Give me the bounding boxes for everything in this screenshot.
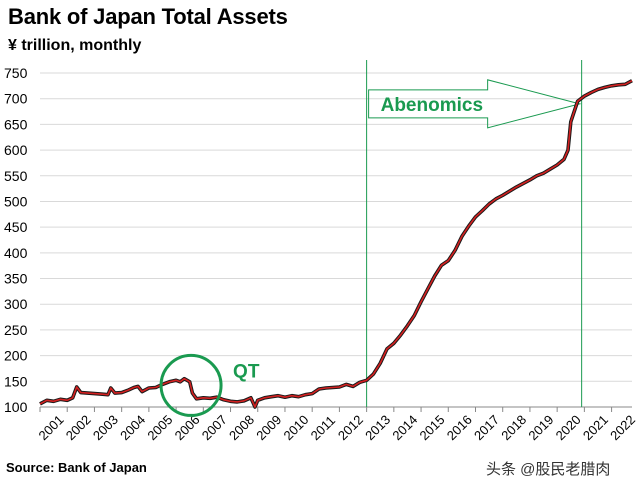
x-tick-label: 2018 bbox=[498, 412, 529, 443]
x-tick-label: 2014 bbox=[389, 412, 420, 443]
x-tick-label: 2001 bbox=[36, 412, 67, 443]
x-tick-label: 2017 bbox=[471, 412, 502, 443]
y-tick-label: 200 bbox=[4, 348, 28, 364]
x-tick-label: 2011 bbox=[308, 413, 338, 443]
y-tick-label: 500 bbox=[4, 193, 28, 209]
y-tick-label: 250 bbox=[4, 322, 28, 338]
chart-subtitle: ¥ trillion, monthly bbox=[8, 37, 142, 54]
y-tick-label: 650 bbox=[4, 116, 28, 132]
y-tick-label: 350 bbox=[4, 271, 28, 287]
x-tick-label: 2013 bbox=[362, 412, 393, 443]
x-tick-label: 2020 bbox=[553, 412, 584, 443]
chart-title: Bank of Japan Total Assets bbox=[8, 4, 288, 29]
series-line-shadow bbox=[39, 79, 633, 409]
y-tick-label: 100 bbox=[4, 399, 28, 415]
qt-label: QT bbox=[233, 361, 260, 382]
x-tick-label: 2002 bbox=[63, 412, 94, 443]
y-tick-label: 600 bbox=[4, 142, 28, 158]
x-tick-label: 2012 bbox=[335, 412, 366, 443]
y-tick-label: 450 bbox=[4, 219, 28, 235]
y-tick-label: 700 bbox=[4, 91, 28, 107]
y-tick-label: 400 bbox=[4, 245, 28, 261]
x-tick-label: 2019 bbox=[525, 412, 556, 443]
x-tick-label: 2005 bbox=[144, 412, 175, 443]
x-tick-label: 2008 bbox=[226, 412, 257, 443]
abenomics-arrow bbox=[368, 79, 582, 129]
x-tick-label: 2016 bbox=[444, 412, 475, 443]
watermark-text: 头条 @股民老腊肉 bbox=[486, 461, 611, 478]
y-tick-label: 750 bbox=[4, 65, 28, 81]
chart-source: Source: Bank of Japan bbox=[6, 460, 147, 475]
x-tick-label: 2021 bbox=[580, 412, 611, 443]
x-tick-label: 2022 bbox=[607, 412, 638, 443]
series-line bbox=[39, 79, 633, 408]
y-tick-label: 550 bbox=[4, 168, 28, 184]
x-tick-label: 2006 bbox=[172, 412, 203, 443]
x-tick-label: 2015 bbox=[417, 412, 448, 443]
abenomics-label: Abenomics bbox=[381, 95, 483, 116]
y-tick-label: 300 bbox=[4, 296, 28, 312]
y-tick-label: 150 bbox=[4, 373, 28, 389]
x-tick-label: 2009 bbox=[253, 412, 284, 443]
qt-circle bbox=[159, 353, 223, 417]
x-tick-label: 2003 bbox=[90, 412, 121, 443]
x-tick-label: 2007 bbox=[199, 412, 230, 443]
x-tick-label: 2010 bbox=[280, 412, 311, 443]
x-tick-label: 2004 bbox=[117, 412, 148, 443]
